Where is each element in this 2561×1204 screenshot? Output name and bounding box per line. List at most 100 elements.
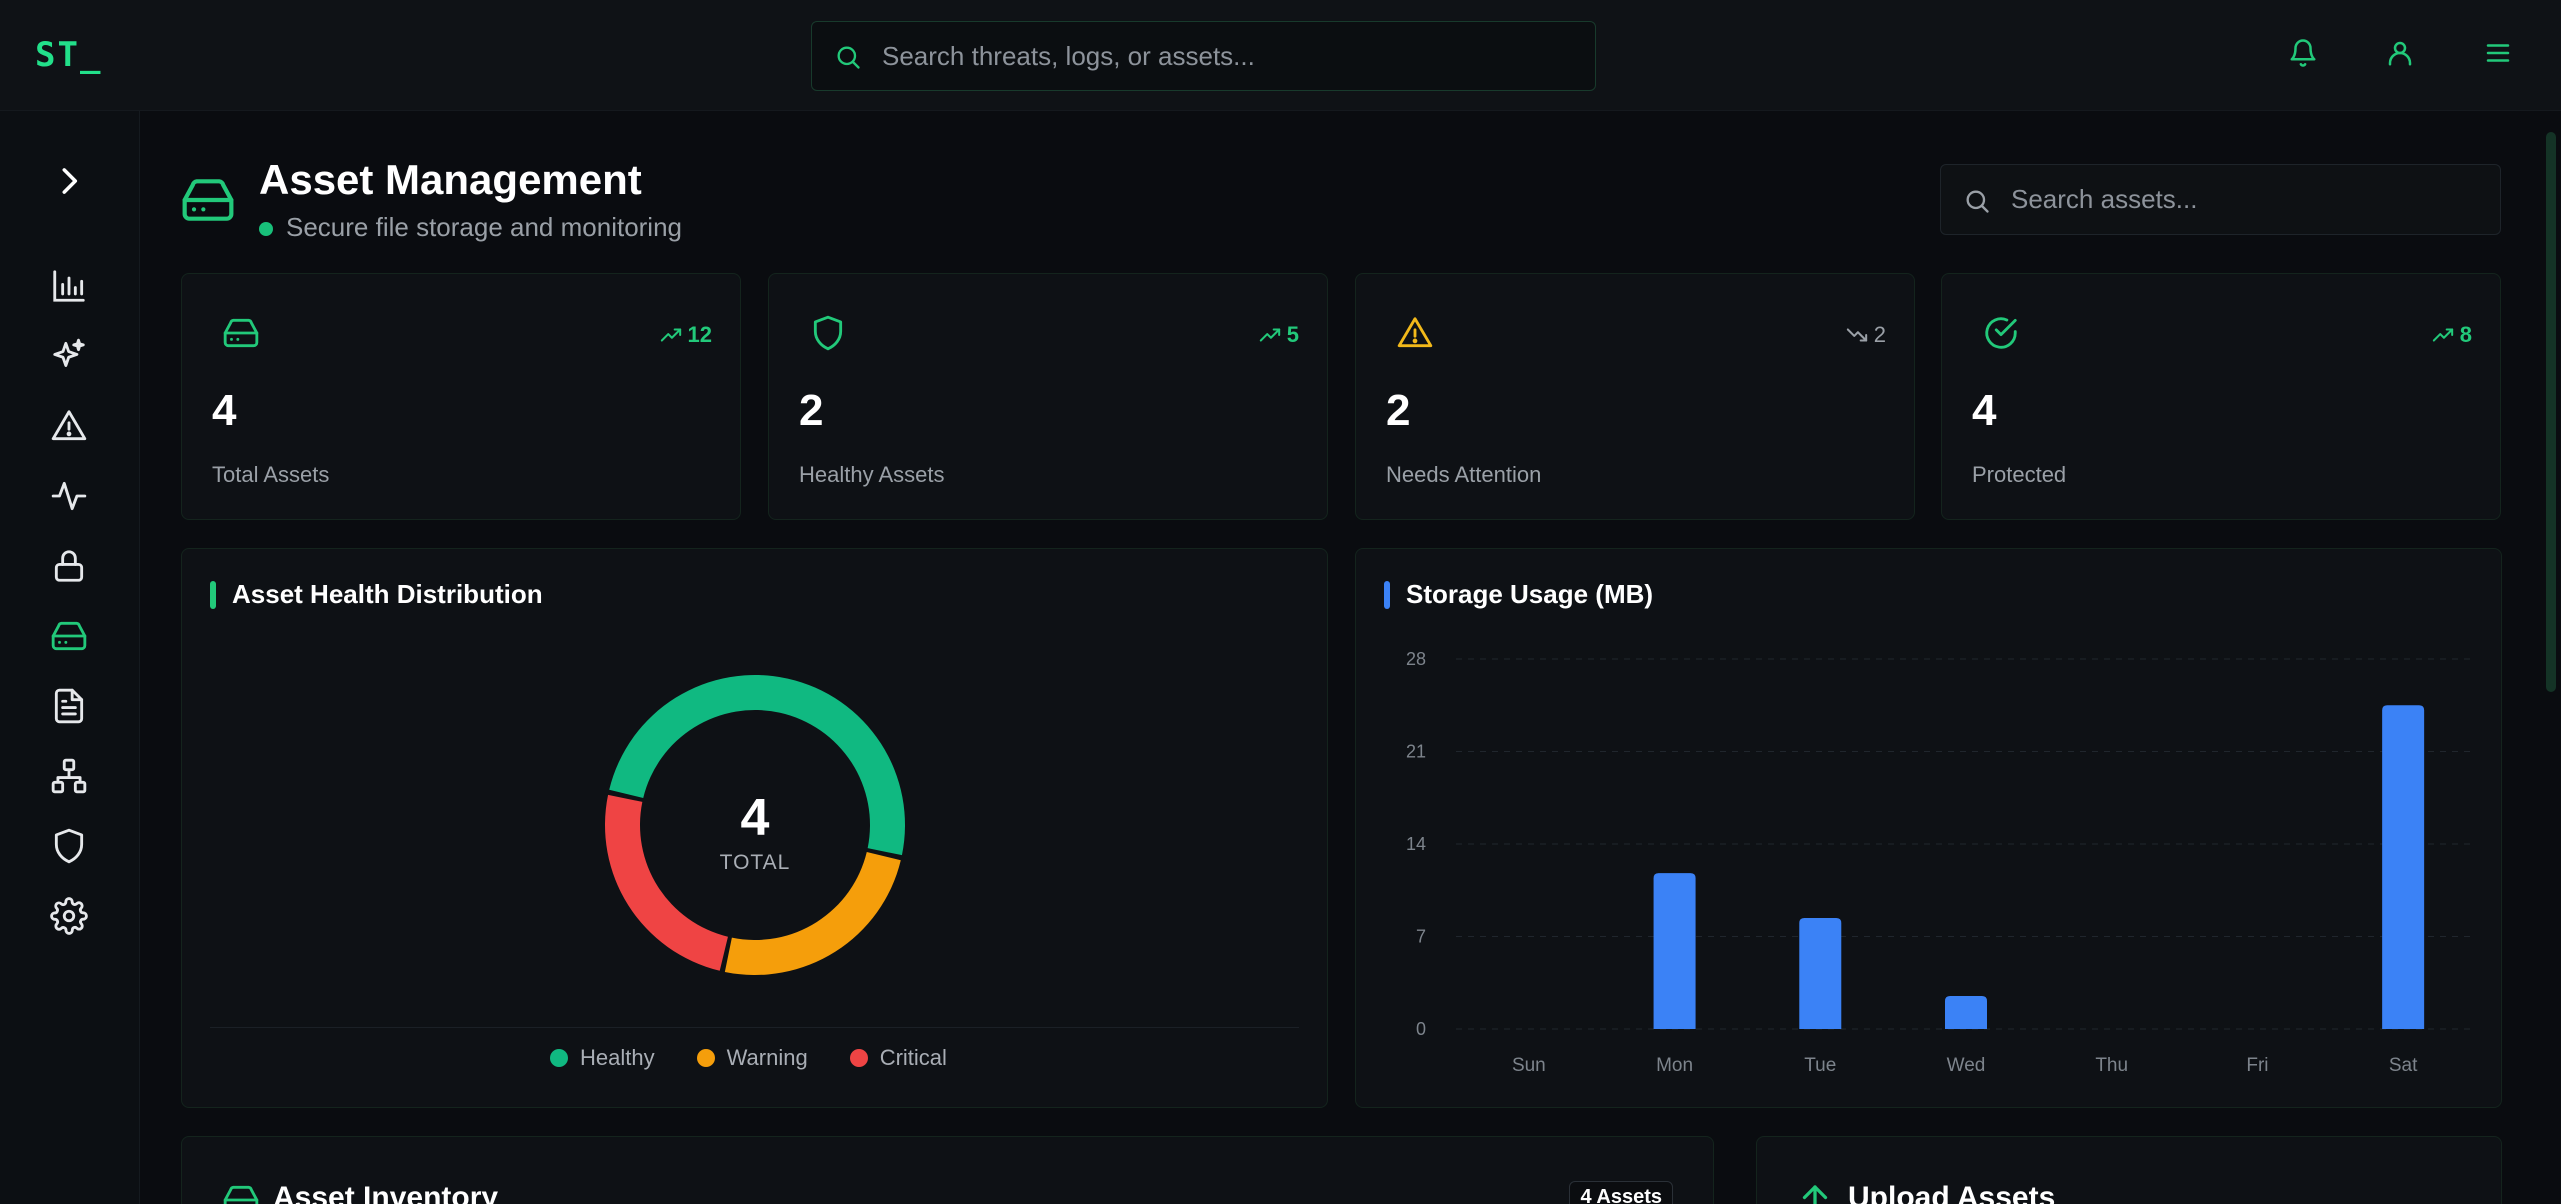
donut-chart: 4 TOTAL [605, 675, 905, 975]
y-tick-label: 7 [1416, 927, 1426, 947]
asset-search[interactable] [1940, 164, 2501, 235]
assets-count-badge: 4 Assets [1569, 1181, 1673, 1204]
donut-center-value: 4 [741, 789, 770, 847]
x-tick-label: Sat [2389, 1055, 2418, 1076]
bar-chart: 0 7 14 21 28 Sun Mon Tue Wed Thu Fri Sat [1406, 649, 2476, 1076]
y-tick-label: 28 [1406, 649, 1426, 669]
trending-up-icon [2432, 328, 2453, 342]
x-tick-label: Wed [1947, 1055, 1986, 1076]
legend-item-critical[interactable]: Critical [849, 1045, 947, 1071]
shield-icon[interactable] [50, 827, 88, 865]
donut-center-label: TOTAL [720, 851, 791, 874]
donut-slice-critical[interactable] [605, 794, 728, 971]
donut-slice-warning[interactable] [724, 852, 901, 975]
stat-label: Protected [1972, 462, 2067, 487]
bar-mon[interactable] [1653, 873, 1696, 1029]
legend-item-healthy[interactable]: Healthy [550, 1045, 655, 1071]
bar-tue[interactable] [1799, 918, 1842, 1029]
stat-value: 4 [212, 386, 237, 435]
bar-sat[interactable] [2382, 705, 2425, 1029]
legend-label: Healthy [580, 1045, 655, 1070]
stat-trend-value: 5 [1286, 322, 1299, 347]
chart-title: Storage Usage (MB) [1406, 579, 1654, 609]
upload-assets-card: Upload Assets [1756, 1136, 2502, 1204]
shield-icon [813, 315, 843, 351]
stat-value: 4 [1972, 386, 1997, 435]
chart-title: Asset Health Distribution [232, 579, 543, 609]
stat-value: 2 [799, 386, 824, 435]
activity-icon[interactable] [50, 477, 88, 515]
lock-icon[interactable] [50, 547, 88, 585]
asset-health-card: Asset Health Distribution 4 TOTAL Health… [181, 548, 1328, 1108]
legend-dot [696, 1049, 715, 1067]
y-tick-label: 0 [1416, 1019, 1426, 1039]
bar-wed[interactable] [1945, 995, 1987, 1029]
x-tick-label: Fri [2246, 1055, 2268, 1076]
inventory-title: Asset Inventory [273, 1181, 499, 1204]
chart-accent [1384, 581, 1390, 609]
stat-card-healthy-assets[interactable]: 5 2 Healthy Assets [768, 273, 1328, 520]
y-tick-label: 21 [1406, 742, 1426, 762]
x-tick-label: Thu [2095, 1055, 2128, 1076]
file-text-icon[interactable] [50, 687, 88, 725]
hard-drive-icon [182, 179, 234, 221]
stat-trend-value: 12 [687, 322, 712, 347]
global-search[interactable] [811, 21, 1596, 91]
stat-trend-value: 2 [1873, 322, 1886, 347]
bell-icon[interactable] [2288, 38, 2318, 68]
legend-dot [550, 1049, 568, 1067]
hard-drive-icon [223, 1185, 259, 1204]
stat-value: 2 [1386, 386, 1411, 435]
divider [210, 1027, 1299, 1028]
stat-card-protected[interactable]: 8 4 Protected [1941, 273, 2501, 520]
warning-icon[interactable] [50, 407, 88, 445]
network-icon[interactable] [50, 757, 88, 795]
trending-up-icon [1259, 328, 1280, 342]
sidebar [0, 111, 140, 1204]
check-circle-icon [1985, 317, 2017, 349]
legend-label: Warning [726, 1045, 808, 1070]
x-tick-label: Sun [1512, 1055, 1546, 1076]
top-bar: ST_ [0, 0, 2561, 111]
gear-icon[interactable] [50, 897, 88, 935]
stat-trend-value: 8 [2459, 322, 2472, 347]
menu-icon[interactable] [2483, 38, 2513, 68]
chart-accent [210, 581, 216, 609]
hard-drive-icon [223, 318, 259, 348]
warning-icon [1397, 317, 1433, 348]
app-logo[interactable]: ST_ [35, 35, 103, 75]
bar-chart-icon[interactable] [50, 267, 88, 305]
stat-label: Total Assets [212, 462, 330, 487]
chart-legend: Healthy Warning Critical [550, 1045, 947, 1071]
search-icon [1966, 190, 1989, 213]
stat-trend: 8 [2432, 322, 2472, 348]
donut-slice-healthy[interactable] [609, 675, 905, 856]
asset-search-input[interactable] [2011, 165, 2481, 234]
status-dot [259, 222, 273, 236]
hard-drive-icon[interactable] [50, 617, 88, 655]
stat-label: Needs Attention [1386, 462, 1542, 487]
chevron-right-icon[interactable] [50, 162, 88, 200]
search-icon [837, 46, 860, 69]
trending-up-icon [660, 328, 681, 342]
asset-inventory-card: Asset Inventory 4 Assets [181, 1136, 1714, 1204]
sparkles-icon[interactable] [50, 337, 88, 375]
x-tick-label: Tue [1804, 1055, 1836, 1076]
stat-card-total-assets[interactable]: 12 4 Total Assets [181, 273, 741, 520]
page-title: Asset Management [259, 156, 642, 203]
stat-card-needs-attention[interactable]: 2 2 Needs Attention [1355, 273, 1915, 520]
stat-trend: 2 [1846, 322, 1886, 348]
user-icon[interactable] [2385, 38, 2415, 68]
stat-trend: 5 [1259, 322, 1299, 348]
y-tick-label: 14 [1406, 834, 1426, 854]
arrow-up-icon [1802, 1185, 1828, 1204]
legend-item-warning[interactable]: Warning [696, 1045, 808, 1071]
scrollbar-thumb[interactable] [2546, 132, 2556, 692]
stat-trend: 12 [660, 322, 712, 348]
x-tick-label: Mon [1656, 1055, 1693, 1076]
global-search-input[interactable] [882, 22, 1582, 90]
trending-down-icon [1846, 328, 1867, 342]
legend-label: Critical [879, 1045, 947, 1070]
stat-label: Healthy Assets [799, 462, 945, 487]
storage-usage-card: Storage Usage (MB) 0 7 14 21 28 Sun Mon Tue Wed… [1355, 548, 2502, 1108]
